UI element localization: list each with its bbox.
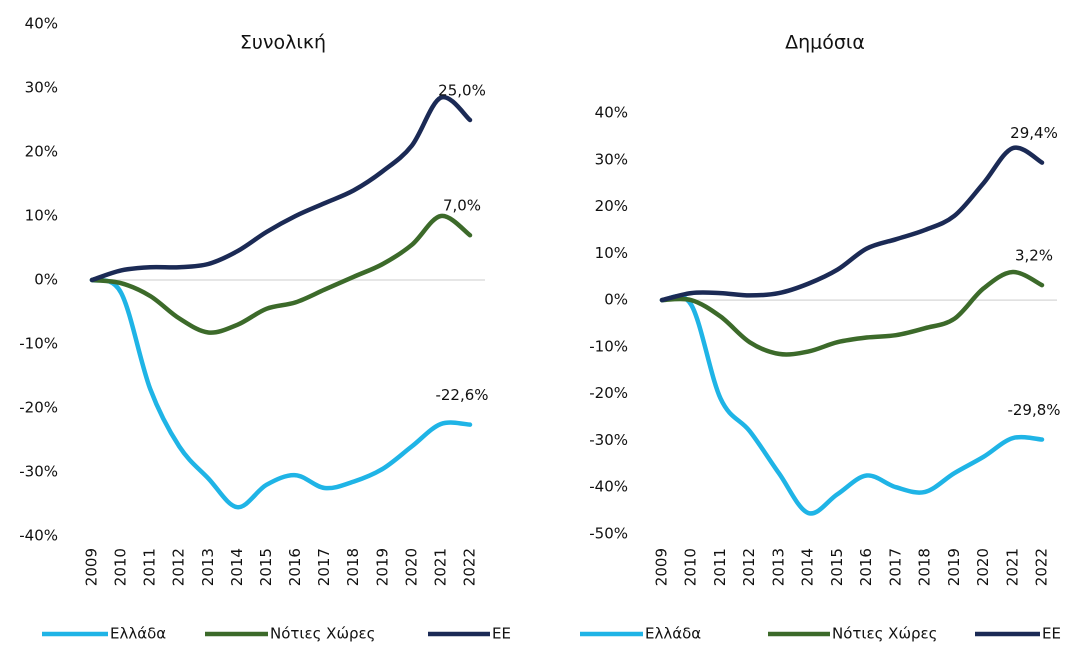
data-label: -29,8% (1007, 401, 1060, 419)
legend-label: Νότιες Χώρες (270, 625, 375, 643)
x-tick-label: 2020 (974, 548, 992, 586)
y-tick-label: 10% (595, 244, 628, 262)
x-tick-label: 2022 (1033, 548, 1051, 586)
legend-label: Νότιες Χώρες (832, 625, 937, 643)
x-tick-label: 2014 (799, 548, 817, 586)
x-tick-label: 2010 (112, 548, 130, 586)
y-tick-label: 30% (25, 79, 58, 97)
data-label: 7,0% (443, 197, 481, 215)
legend-label: Ελλάδα (110, 625, 166, 643)
x-tick-label: 2018 (916, 548, 934, 586)
y-tick-label: 0% (34, 271, 58, 289)
series-line (89, 277, 473, 510)
x-tick-label: 2018 (344, 548, 362, 586)
x-tick-label: 2021 (1003, 548, 1021, 586)
series-line (89, 213, 473, 335)
x-tick-label: 2012 (170, 548, 188, 586)
x-tick-label: 2021 (431, 548, 449, 586)
legend-label: Ελλάδα (645, 625, 701, 643)
series-line (659, 145, 1045, 303)
y-tick-label: 0% (604, 291, 628, 309)
x-tick-label: 2013 (769, 548, 787, 586)
x-tick-label: 2011 (141, 548, 159, 586)
x-tick-label: 2017 (886, 548, 904, 586)
data-label: 3,2% (1015, 247, 1053, 265)
x-tick-label: 2016 (857, 548, 875, 586)
x-tick-label: 2011 (711, 548, 729, 586)
series-line (89, 94, 473, 283)
x-tick-label: 2012 (740, 548, 758, 586)
x-tick-label: 2014 (228, 548, 246, 586)
chart-title: Δημόσια (785, 32, 865, 54)
y-tick-label: -30% (19, 463, 58, 481)
y-tick-label: 10% (25, 207, 58, 225)
y-tick-label: 40% (25, 15, 58, 33)
data-label: 25,0% (438, 82, 486, 100)
y-tick-label: -40% (589, 478, 628, 496)
x-tick-label: 2017 (315, 548, 333, 586)
y-tick-label: -30% (589, 431, 628, 449)
data-label: 29,4% (1010, 124, 1058, 142)
data-label: -22,6% (435, 386, 488, 404)
y-tick-label: -50% (589, 525, 628, 543)
y-tick-label: -20% (19, 399, 58, 417)
y-tick-label: 20% (595, 197, 628, 215)
legend-label: ΕΕ (492, 625, 511, 643)
x-tick-label: 2020 (402, 548, 420, 586)
y-tick-label: 30% (595, 150, 628, 168)
x-tick-label: 2019 (373, 548, 391, 586)
y-tick-label: 40% (595, 104, 628, 122)
y-tick-label: 20% (25, 143, 58, 161)
y-tick-label: -20% (589, 384, 628, 402)
x-tick-label: 2022 (461, 548, 479, 586)
x-tick-label: 2015 (257, 548, 275, 586)
x-tick-label: 2015 (828, 548, 846, 586)
x-tick-label: 2013 (199, 548, 217, 586)
y-tick-label: -10% (589, 337, 628, 355)
series-line (659, 294, 1045, 516)
legend-label: ΕΕ (1042, 625, 1061, 643)
x-tick-label: 2009 (83, 548, 101, 586)
chart-title: Συνολική (240, 32, 326, 54)
x-tick-label: 2010 (682, 548, 700, 586)
series-line (659, 269, 1045, 357)
y-tick-label: -40% (19, 527, 58, 545)
x-tick-label: 2016 (286, 548, 304, 586)
x-tick-label: 2009 (653, 548, 671, 586)
y-tick-label: -10% (19, 335, 58, 353)
x-tick-label: 2019 (945, 548, 963, 586)
